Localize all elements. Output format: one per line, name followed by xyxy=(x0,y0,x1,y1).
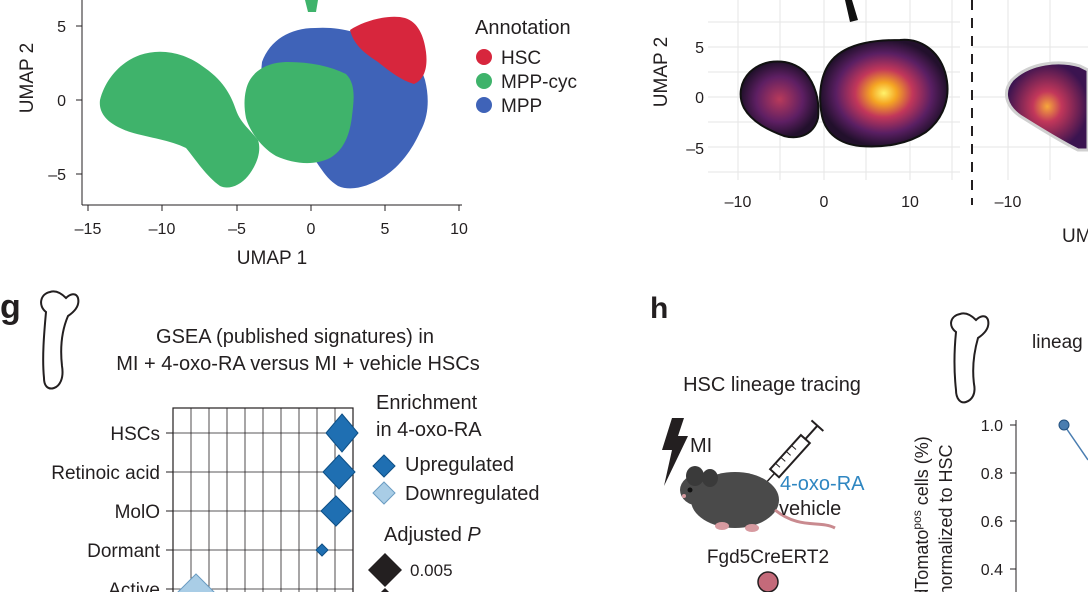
umap-xtick-label: –15 xyxy=(75,221,102,238)
lineage-ytick-label: 0.4 xyxy=(981,562,1003,579)
density-blob-left xyxy=(739,60,820,139)
panel-h-title: HSC lineage tracing xyxy=(683,374,861,396)
gsea-diamond-molo xyxy=(320,495,352,527)
umap-legend-label-mpp-cyc: MPP-cyc xyxy=(501,72,577,93)
strain-label: Fgd5CreERT2 xyxy=(707,547,829,568)
density-ytick-label: 5 xyxy=(695,40,704,57)
lineage-data-point xyxy=(1058,419,1070,431)
treatment-label-2: vehicle xyxy=(779,498,841,520)
umap-legend-swatch-mpp-cyc xyxy=(476,73,492,89)
lineage-y-axis-label-2: normalized to HSC xyxy=(936,444,956,592)
gsea-padj-value: 0.005 xyxy=(410,561,453,580)
bone-icon-right xyxy=(950,312,990,404)
umap-ytick-label: –5 xyxy=(48,167,66,184)
density-blob-tail xyxy=(845,0,858,22)
umap-cluster-hsc xyxy=(350,16,427,84)
umap-ytick-label: 0 xyxy=(57,93,66,110)
umap-legend-title: Annotation xyxy=(475,17,571,39)
lineage-y-axis-label-1: tdTomatopos cells (%) xyxy=(910,436,932,592)
syringe-icon xyxy=(757,419,825,492)
legend-diamond-size-icon xyxy=(368,553,402,587)
gsea-plot-grid xyxy=(172,407,354,592)
gsea-category-label: Active xyxy=(108,580,160,592)
mouse-icon xyxy=(680,466,836,532)
panel-g-title-line2: MI + 4-oxo-RA versus MI + vehicle HSCs xyxy=(116,353,479,375)
panel-h-letter: h xyxy=(650,292,668,325)
legend-diamond-size-icon-2 xyxy=(381,588,389,592)
side-title-partial: lineag xyxy=(1032,332,1083,353)
panel-h: h HSC lineage tracing MI xyxy=(650,292,1088,592)
density-panel: 5 0 –5 UMAP 2 –10 0 10 –10 UM xyxy=(651,0,1088,247)
density-xtick-label: 10 xyxy=(901,194,919,211)
umap-y-ticks: 5 0 –5 xyxy=(48,19,82,184)
lineage-series-line xyxy=(1063,424,1088,461)
umap-ytick-label: 5 xyxy=(57,19,66,36)
umap-legend-label-mpp: MPP xyxy=(501,96,542,117)
umap-panel: 5 0 –5 –15 –10 –5 0 5 10 UMAP 1 UMAP 2 A… xyxy=(17,0,577,269)
panel-g: g GSEA (published signatures) in MI + 4-… xyxy=(0,288,540,592)
umap-xtick-label: 0 xyxy=(307,221,316,238)
umap-cluster-mpp-cyc-left xyxy=(99,51,260,188)
cell-icon xyxy=(757,571,779,592)
gsea-diamond-hscs xyxy=(325,413,359,453)
umap-xtick-label: 5 xyxy=(381,221,390,238)
gsea-diamond-active xyxy=(177,573,215,592)
lineage-ytick-label: 0.8 xyxy=(981,466,1003,483)
gsea-padj-title: Adjusted P xyxy=(384,524,481,546)
umap-xtick-label: –5 xyxy=(228,221,246,238)
gsea-legend-title-1: Enrichment xyxy=(376,392,478,414)
umap-x-ticks: –15 –10 –5 0 5 10 xyxy=(75,205,468,238)
gsea-diamond-retinoic-acid xyxy=(322,454,356,490)
umap-legend-swatch-hsc xyxy=(476,49,492,65)
gsea-diamond-dormant xyxy=(315,543,329,557)
density-blob-main xyxy=(819,38,949,148)
gsea-category-label: Retinoic acid xyxy=(51,463,160,484)
density-xtick-label: –10 xyxy=(725,194,752,211)
umap-legend-swatch-mpp xyxy=(476,97,492,113)
umap-legend: Annotation HSC MPP-cyc MPP xyxy=(475,17,577,117)
umap-legend-label-hsc: HSC xyxy=(501,48,541,69)
mi-label: MI xyxy=(690,435,712,457)
gsea-legend-title-2: in 4-oxo-RA xyxy=(376,419,482,441)
gsea-category-label: MolO xyxy=(115,502,160,523)
density-ytick-label: 0 xyxy=(695,90,704,107)
gsea-category-axis: HSCs Retinoic acid MolO Dormant Active xyxy=(51,424,173,592)
density-x-axis-label: UM xyxy=(1062,226,1088,247)
umap-x-axis-label: UMAP 1 xyxy=(237,248,307,269)
gsea-legend: Enrichment in 4-oxo-RA Upregulated Downr… xyxy=(368,392,540,592)
legend-diamond-up-icon xyxy=(372,454,396,478)
density-xtick-label: –10 xyxy=(995,194,1022,211)
umap-xtick-label: –10 xyxy=(149,221,176,238)
lineage-ytick-label: 0.6 xyxy=(981,514,1003,531)
umap-cluster-stub xyxy=(305,0,318,12)
gsea-category-label: HSCs xyxy=(110,424,160,445)
density-blob-right xyxy=(1004,61,1088,152)
density-y-axis-label: UMAP 2 xyxy=(651,37,672,107)
gsea-legend-up-label: Upregulated xyxy=(405,454,514,476)
density-xtick-label: 0 xyxy=(820,194,829,211)
umap-xtick-label: 10 xyxy=(450,221,468,238)
lightning-icon xyxy=(662,418,688,486)
umap-cluster-mpp-cyc-center xyxy=(244,62,354,164)
panel-g-title-line1: GSEA (published signatures) in xyxy=(156,326,434,348)
legend-diamond-down-icon xyxy=(372,481,396,505)
panel-g-letter: g xyxy=(0,288,21,326)
umap-y-axis-label: UMAP 2 xyxy=(17,43,38,113)
density-ytick-label: –5 xyxy=(686,141,704,158)
bone-icon xyxy=(40,290,80,390)
treatment-label-1: 4-oxo-RA xyxy=(780,473,865,495)
gsea-category-label: Dormant xyxy=(87,541,161,562)
gsea-legend-down-label: Downregulated xyxy=(405,483,540,505)
lineage-ytick-label: 1.0 xyxy=(981,418,1003,435)
